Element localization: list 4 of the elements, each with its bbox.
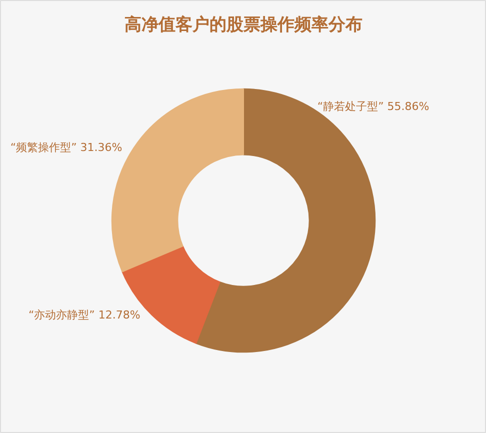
chart-title: 高净值客户的股票操作频率分布	[124, 14, 362, 35]
slice-label: “频繁操作型” 31.36%	[10, 141, 122, 154]
slice-label: “静若处子型” 55.86%	[317, 100, 430, 113]
slice-label: “亦动亦静型” 12.78%	[28, 308, 140, 322]
